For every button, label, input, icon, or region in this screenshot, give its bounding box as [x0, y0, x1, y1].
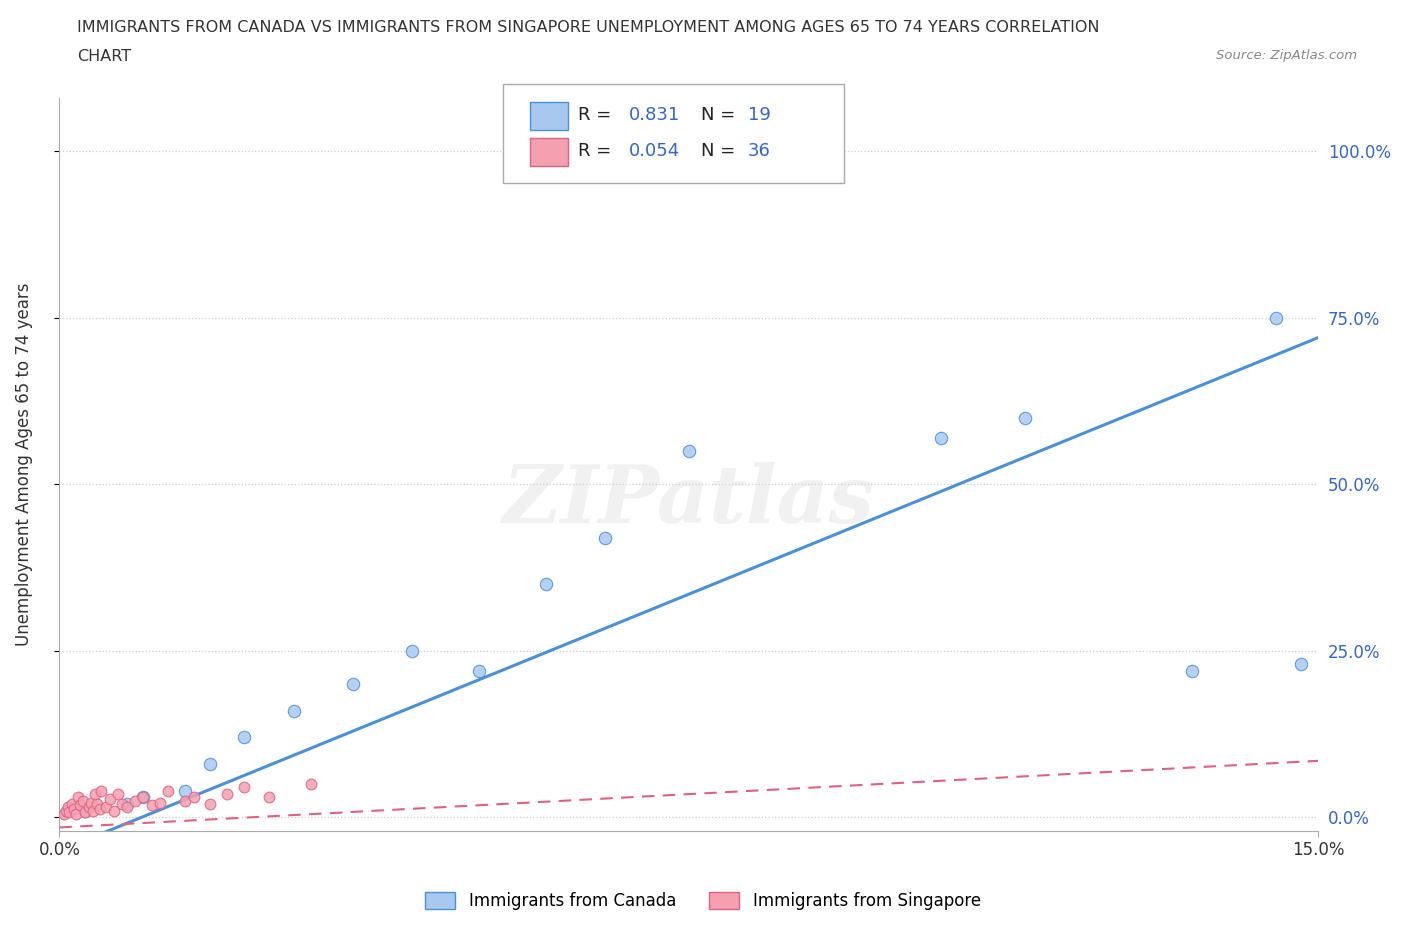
Point — [83, 787, 105, 802]
Text: 36: 36 — [748, 142, 770, 160]
Point — [111, 797, 134, 812]
Point — [66, 790, 89, 804]
Point — [82, 804, 104, 818]
Point — [115, 797, 138, 812]
Y-axis label: Unemployment Among Ages 65 to 74 years: Unemployment Among Ages 65 to 74 years — [15, 283, 32, 646]
Text: 19: 19 — [748, 106, 770, 125]
Point — [257, 790, 280, 804]
Text: 0.054: 0.054 — [628, 142, 679, 160]
Point — [217, 787, 239, 802]
Point — [183, 790, 205, 804]
Point — [80, 795, 103, 810]
Text: N =: N = — [702, 106, 741, 125]
Point — [124, 793, 146, 808]
Point — [678, 444, 700, 458]
Point — [63, 802, 86, 817]
Point — [200, 797, 222, 812]
Point — [65, 806, 87, 821]
Point — [98, 791, 121, 806]
Point — [233, 730, 256, 745]
Text: ZIPatlas: ZIPatlas — [503, 462, 875, 539]
Text: R =: R = — [578, 106, 617, 125]
Text: R =: R = — [578, 142, 617, 160]
Point — [1291, 657, 1313, 671]
Point — [283, 703, 305, 718]
Point — [132, 790, 155, 804]
Point — [200, 757, 222, 772]
Point — [94, 800, 117, 815]
Point — [73, 804, 96, 818]
Point — [762, 143, 785, 158]
Point — [89, 802, 111, 817]
Point — [55, 804, 77, 818]
Point — [73, 804, 96, 819]
Point — [56, 800, 79, 815]
Point — [69, 798, 91, 813]
Point — [149, 795, 172, 810]
Point — [233, 780, 256, 795]
Point — [103, 804, 125, 818]
Point — [174, 783, 197, 798]
Text: 0.831: 0.831 — [628, 106, 679, 125]
Point — [77, 800, 100, 815]
Point — [174, 793, 197, 808]
Point — [534, 577, 557, 591]
FancyBboxPatch shape — [530, 102, 568, 130]
Point — [157, 783, 180, 798]
Point — [141, 798, 163, 813]
FancyBboxPatch shape — [502, 85, 844, 182]
Point — [60, 797, 83, 812]
Point — [58, 804, 80, 819]
Point — [86, 797, 108, 812]
Point — [593, 530, 616, 545]
Text: N =: N = — [702, 142, 741, 160]
Point — [401, 644, 423, 658]
Point — [1014, 410, 1036, 425]
Point — [52, 806, 75, 821]
FancyBboxPatch shape — [530, 138, 568, 166]
Point — [1181, 663, 1204, 678]
Point — [929, 430, 952, 445]
Point — [132, 790, 155, 804]
Text: CHART: CHART — [77, 49, 131, 64]
Point — [72, 793, 94, 808]
Text: IMMIGRANTS FROM CANADA VS IMMIGRANTS FROM SINGAPORE UNEMPLOYMENT AMONG AGES 65 T: IMMIGRANTS FROM CANADA VS IMMIGRANTS FRO… — [77, 20, 1099, 35]
Text: Source: ZipAtlas.com: Source: ZipAtlas.com — [1216, 49, 1357, 62]
Legend: Immigrants from Canada, Immigrants from Singapore: Immigrants from Canada, Immigrants from … — [419, 885, 987, 917]
Point — [342, 677, 364, 692]
Point — [468, 663, 491, 678]
Point — [115, 800, 138, 815]
Point — [107, 787, 129, 802]
Point — [1265, 310, 1288, 325]
Point — [299, 777, 322, 791]
Point — [90, 783, 112, 798]
